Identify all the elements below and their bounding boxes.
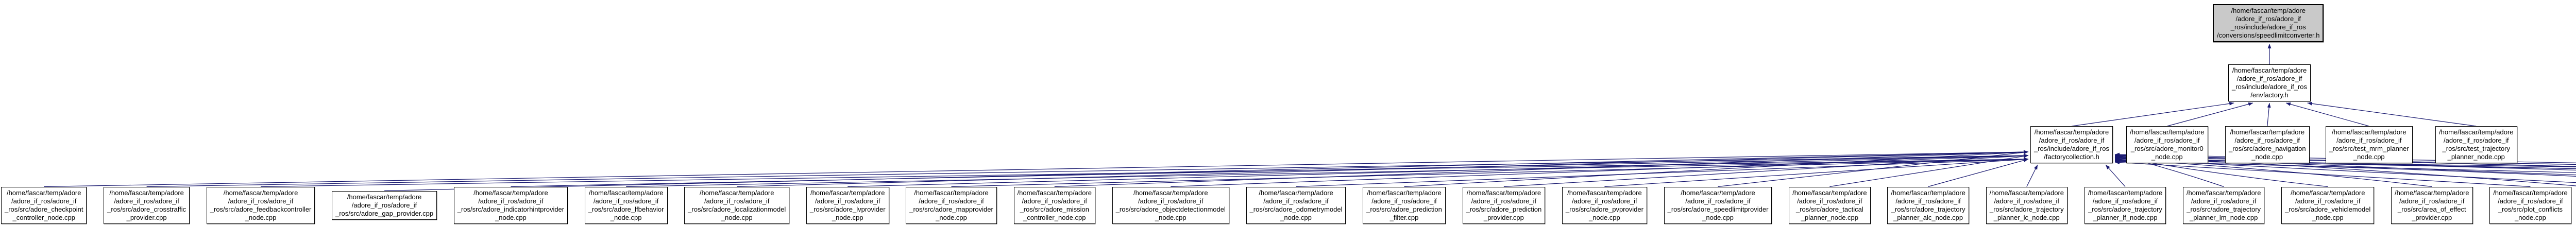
graph-node-speedlimitconverter-h[interactable]: /home/fascar/temp/adore /adore_if_ros/ad… [2213,4,2324,42]
graph-node[interactable]: /home/fascar/temp/adore /adore_if_ros/ad… [2084,186,2166,224]
graph-node[interactable]: /home/fascar/temp/adore /adore_if_ros/ad… [332,191,437,220]
graph-node[interactable]: /home/fascar/temp/adore /adore_if_ros/ad… [584,186,668,224]
graph-node[interactable]: /home/fascar/temp/adore /adore_if_ros/ad… [1013,186,1096,224]
graph-node[interactable]: /home/fascar/temp/adore /adore_if_ros/ad… [2182,186,2265,224]
graph-node[interactable]: /home/fascar/temp/adore /adore_if_ros/ad… [1789,186,1871,224]
graph-node[interactable]: /home/fascar/temp/adore /adore_if_ros/ad… [1246,186,1346,224]
graph-node[interactable]: /home/fascar/temp/adore /adore_if_ros/ad… [1562,186,1647,224]
graph-node[interactable]: /home/fascar/temp/adore /adore_if_ros/ad… [2391,186,2473,224]
graph-node[interactable]: /home/fascar/temp/adore /adore_if_ros/ad… [453,186,568,224]
graph-node-adore-monitor0[interactable]: /home/fascar/temp/adore /adore_if_ros/ad… [2126,126,2208,163]
leaf-row: /home/fascar/temp/adore /adore_if_ros/ad… [0,185,2576,225]
graph-node[interactable]: /home/fascar/temp/adore /adore_if_ros/ad… [1462,186,1546,224]
graph-node[interactable]: /home/fascar/temp/adore /adore_if_ros/ad… [1986,186,2068,224]
graph-node[interactable]: /home/fascar/temp/adore /adore_if_ros/ad… [206,186,315,224]
graph-node-adore-navigation[interactable]: /home/fascar/temp/adore /adore_if_ros/ad… [2225,126,2310,163]
graph-node-factorycollection-h[interactable]: /home/fascar/temp/adore /adore_if_ros/ad… [2030,126,2113,163]
graph-node[interactable]: /home/fascar/temp/adore /adore_if_ros/ad… [2281,186,2375,224]
graph-node[interactable]: /home/fascar/temp/adore /adore_if_ros/ad… [2489,186,2571,224]
graph-node-test-mrm-planner[interactable]: /home/fascar/temp/adore /adore_if_ros/ad… [2326,126,2413,163]
graph-node[interactable]: /home/fascar/temp/adore /adore_if_ros/ad… [1112,186,1229,224]
graph-node[interactable]: /home/fascar/temp/adore /adore_if_ros/ad… [1887,186,1969,224]
graph-node[interactable]: /home/fascar/temp/adore /adore_if_ros/ad… [104,186,190,224]
graph-node[interactable]: /home/fascar/temp/adore /adore_if_ros/ad… [684,186,790,224]
graph-node-envfactory-h[interactable]: /home/fascar/temp/adore /adore_if_ros/ad… [2228,64,2311,101]
graph-node-test-trajectory-planner[interactable]: /home/fascar/temp/adore /adore_if_ros/ad… [2435,126,2517,163]
graph-node[interactable]: /home/fascar/temp/adore /adore_if_ros/ad… [1363,186,1446,224]
graph-node[interactable]: /home/fascar/temp/adore /adore_if_ros/ad… [1664,186,1772,224]
graph-node[interactable]: /home/fascar/temp/adore /adore_if_ros/ad… [1,186,87,224]
graph-node[interactable]: /home/fascar/temp/adore /adore_if_ros/ad… [806,186,889,224]
graph-node[interactable]: /home/fascar/temp/adore /adore_if_ros/ad… [906,186,997,224]
